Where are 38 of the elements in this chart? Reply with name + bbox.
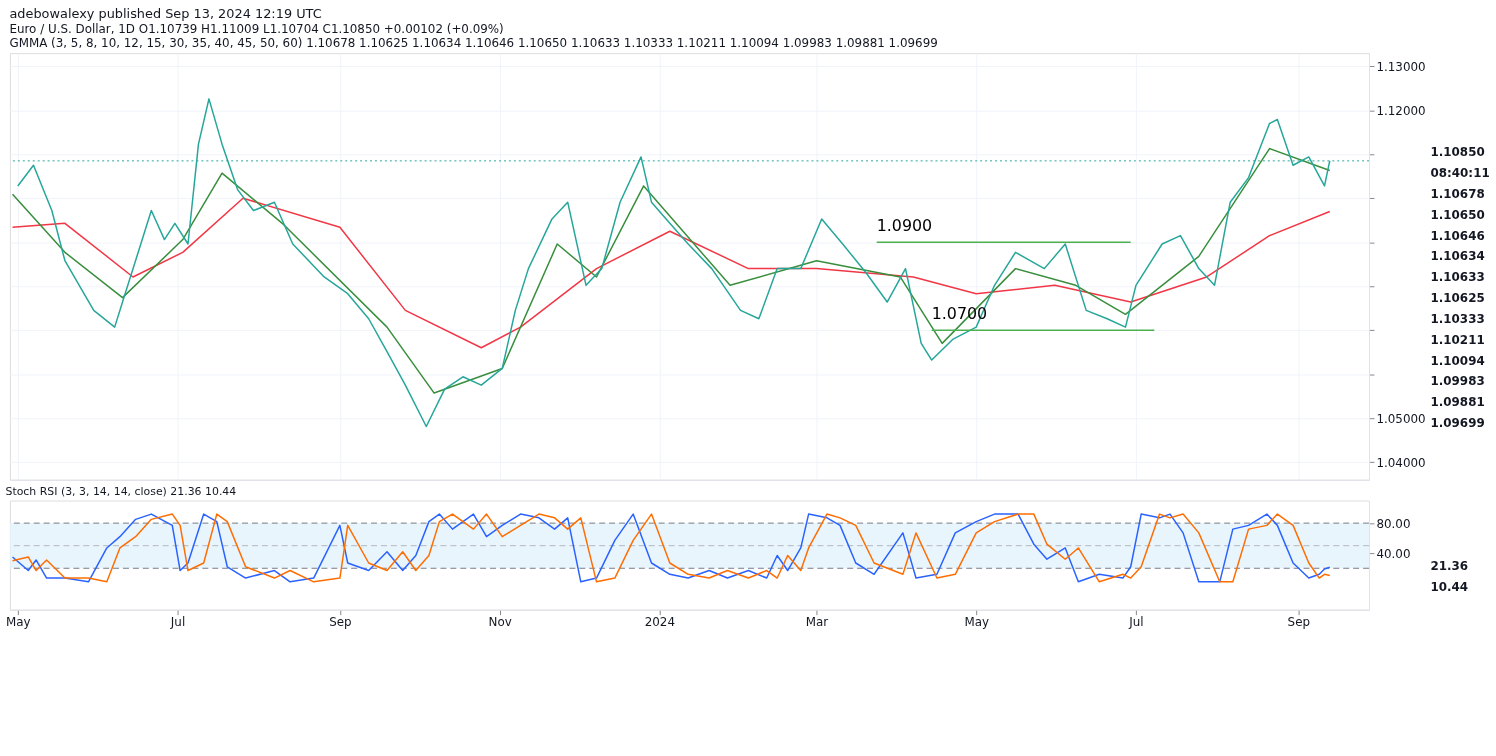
chart-title: Stoch RSI (3, 3, 14, 14, close) 21.36 10.44 — [5, 484, 237, 498]
x-tick-label: Sep — [329, 615, 352, 630]
text: 1.10634 — [1430, 249, 1485, 264]
text: 1.09983 — [1430, 374, 1485, 389]
x-tick-label: Sep — [1287, 615, 1311, 630]
text: 10.44 — [1430, 579, 1469, 594]
line-series — [11, 197, 1331, 349]
text: 1.10633 — [1430, 270, 1485, 285]
x-tick-label: Mar — [805, 615, 829, 630]
text: 1.09699 — [1430, 416, 1485, 431]
y-tick-label: 1.04000 — [1376, 455, 1426, 470]
x-tick-label: Jul — [169, 615, 186, 630]
y-tick-label: 40.00 — [1376, 546, 1411, 561]
text: 1.10678 — [1430, 186, 1485, 201]
line-series — [11, 147, 1331, 394]
y-tick-label: 1.12000 — [1376, 103, 1426, 118]
text: 1.10333 — [1430, 311, 1485, 326]
x-tick-label: May — [5, 615, 31, 630]
text: 1.10625 — [1430, 291, 1485, 306]
x-tick-label: Jul — [1128, 615, 1144, 630]
text: 1.10211 — [1430, 332, 1485, 347]
y-tick-label: 80.00 — [1376, 516, 1411, 531]
chart-subtitle: Euro / U.S. Dollar, 1D O1.10739 H1.11009 L1.10704 C1.10850 +0.00102 (+0.09%) GMMA (3, 5, 8, 10, 12, 15, 30, 35, 40, 45, 50, 60) 1.10678 1.10625 1.10634 1.10646 1.10650 1.10633 1.10333 1.10211 1.10094 1.09983 1.09881 1.09699 — [9, 22, 938, 51]
annotation: 1.0900 — [876, 216, 933, 236]
chart-title: adebowalexy published Sep 13, 2024 12:19 UTC — [9, 6, 322, 22]
text: 1.10646 — [1430, 228, 1485, 243]
text: 1.09881 — [1430, 395, 1485, 410]
y-tick-label: 1.13000 — [1376, 59, 1426, 74]
line-series — [11, 513, 1331, 583]
text: 21.36 — [1430, 558, 1469, 573]
text: 1.10094 — [1430, 353, 1485, 368]
y-tick-label: 1.05000 — [1376, 411, 1426, 426]
text: 1.10850 — [1430, 145, 1485, 160]
text: 08:40:11 — [1430, 166, 1490, 181]
x-tick-label: May — [964, 615, 990, 630]
text: 1.10650 — [1430, 207, 1485, 222]
x-tick-label: 2024 — [644, 615, 675, 630]
x-tick-label: Nov — [488, 615, 512, 630]
